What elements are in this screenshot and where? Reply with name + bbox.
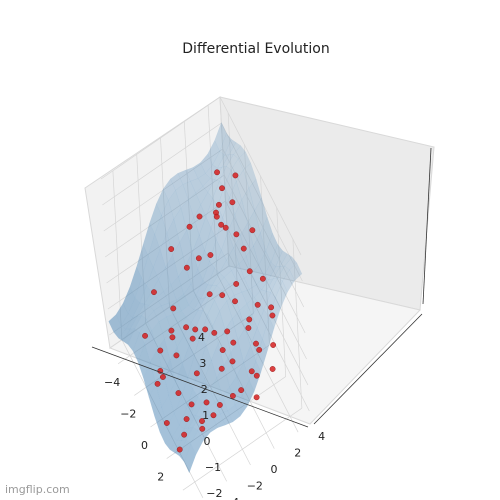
population-point	[219, 366, 224, 371]
population-point	[164, 420, 169, 425]
population-point	[183, 325, 188, 330]
population-point	[247, 269, 252, 274]
z-tick-label: −1	[205, 461, 221, 474]
x-tick-label: −4	[104, 376, 120, 389]
population-point	[211, 413, 216, 418]
population-point	[234, 232, 239, 237]
population-point	[241, 246, 246, 251]
population-point	[230, 200, 235, 205]
population-point	[189, 402, 194, 407]
population-point	[250, 228, 255, 233]
chart-title: Differential Evolution	[182, 41, 329, 57]
population-point	[200, 426, 205, 431]
population-point	[220, 347, 225, 352]
population-point	[246, 325, 251, 330]
z-tick-label: 1	[202, 409, 209, 422]
population-point	[268, 305, 273, 310]
population-point	[230, 359, 235, 364]
population-point	[247, 317, 252, 322]
population-point	[270, 313, 275, 318]
x-tick-label: 2	[157, 471, 164, 484]
population-point	[204, 400, 209, 405]
y-tick-label: −2	[247, 479, 263, 492]
population-point	[270, 366, 275, 371]
x-tick-label: −2	[120, 407, 136, 420]
population-point	[216, 202, 221, 207]
population-point	[214, 214, 219, 219]
population-point	[174, 353, 179, 358]
population-point	[142, 333, 147, 338]
population-point	[220, 292, 225, 297]
y-tick-label: −4	[223, 496, 239, 500]
population-point	[224, 329, 229, 334]
population-point	[151, 289, 156, 294]
z-tick-label: 0	[204, 435, 211, 448]
population-point	[169, 328, 174, 333]
population-point	[177, 447, 182, 452]
population-point	[260, 276, 265, 281]
y-tick-label: 0	[271, 463, 278, 476]
z-tick-label: −2	[206, 487, 222, 500]
population-point	[255, 302, 260, 307]
z-tick-label: 4	[198, 331, 205, 344]
x-tick-label: 0	[141, 439, 148, 452]
population-point	[249, 369, 254, 374]
population-point	[184, 265, 189, 270]
population-point	[170, 335, 175, 340]
population-point	[160, 374, 165, 379]
population-point	[254, 373, 259, 378]
population-point	[176, 390, 181, 395]
population-point	[270, 342, 275, 347]
y-tick-label: 2	[294, 447, 301, 460]
population-point	[207, 292, 212, 297]
population-point	[197, 214, 202, 219]
population-point	[238, 387, 243, 392]
z-tick-label: 2	[201, 383, 208, 396]
population-point	[214, 170, 219, 175]
population-point	[234, 281, 239, 286]
population-point	[190, 336, 195, 341]
population-point	[184, 416, 189, 421]
population-point	[232, 299, 237, 304]
population-point	[256, 347, 261, 352]
population-point	[254, 395, 259, 400]
y-tick-label: 4	[318, 430, 325, 443]
population-point	[194, 371, 199, 376]
z-tick-label: 3	[199, 357, 206, 370]
population-point	[217, 402, 222, 407]
population-point	[158, 348, 163, 353]
population-point	[171, 306, 176, 311]
population-point	[230, 393, 235, 398]
population-point	[218, 222, 223, 227]
population-point	[219, 185, 224, 190]
population-point	[231, 340, 236, 345]
population-point	[233, 173, 238, 178]
watermark: imgflip.com	[5, 483, 70, 496]
population-point	[187, 224, 192, 229]
population-point	[196, 256, 201, 261]
population-point	[208, 252, 213, 257]
population-point	[253, 341, 258, 346]
population-point	[155, 381, 160, 386]
population-point	[212, 330, 217, 335]
population-point	[169, 246, 174, 251]
population-point	[223, 225, 228, 230]
population-point	[181, 432, 186, 437]
